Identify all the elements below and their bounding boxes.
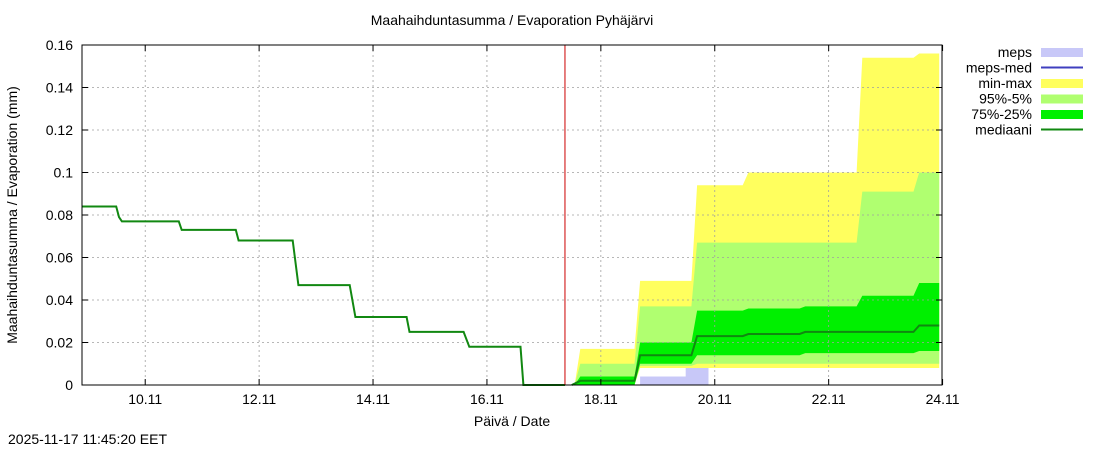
legend-label: mediaani (975, 122, 1032, 138)
y-tick-label: 0.08 (46, 207, 73, 223)
x-tick-label: 24.11 (926, 391, 960, 407)
legend-label: meps (998, 44, 1032, 60)
y-tick-label: 0.06 (46, 250, 73, 266)
line-history (82, 205, 565, 386)
y-tick-label: 0.1 (54, 165, 74, 181)
x-tick-label: 16.11 (470, 391, 504, 407)
y-tick-label: 0.02 (46, 335, 73, 351)
y-axis-label: Maahaihduntasumma / Evaporation (mm) (4, 86, 20, 344)
y-tick-label: 0.12 (46, 122, 73, 138)
x-tick-label: 14.11 (356, 391, 390, 407)
y-tick-label: 0 (65, 377, 73, 393)
chart-title: Maahaihduntasumma / Evaporation Pyhäjärv… (370, 12, 654, 28)
legend-label: meps-med (966, 60, 1032, 76)
legend-label: min-max (978, 75, 1032, 91)
x-axis-label: Päivä / Date (473, 413, 551, 429)
x-tick-label: 22.11 (812, 391, 846, 407)
band-meps (571, 368, 709, 385)
legend-swatch (1041, 110, 1083, 119)
line-mediaani (571, 324, 940, 386)
legend-swatch (1041, 48, 1083, 57)
legend-swatch (1041, 94, 1083, 104)
legend-swatch (1041, 79, 1083, 88)
y-tick-label: 0.04 (46, 292, 73, 308)
timestamp: 2025-11-17 11:45:20 EET (8, 431, 168, 447)
y-tick-label: 0.16 (46, 37, 73, 53)
x-tick-label: 12.11 (242, 391, 276, 407)
x-tick-label: 20.11 (698, 391, 732, 407)
legend-label: 75%-25% (971, 106, 1032, 122)
x-tick-label: 18.11 (584, 391, 618, 407)
x-tick-label: 10.11 (128, 391, 162, 407)
y-tick-label: 0.14 (46, 80, 73, 96)
legend-label: 95%-5% (979, 91, 1032, 107)
